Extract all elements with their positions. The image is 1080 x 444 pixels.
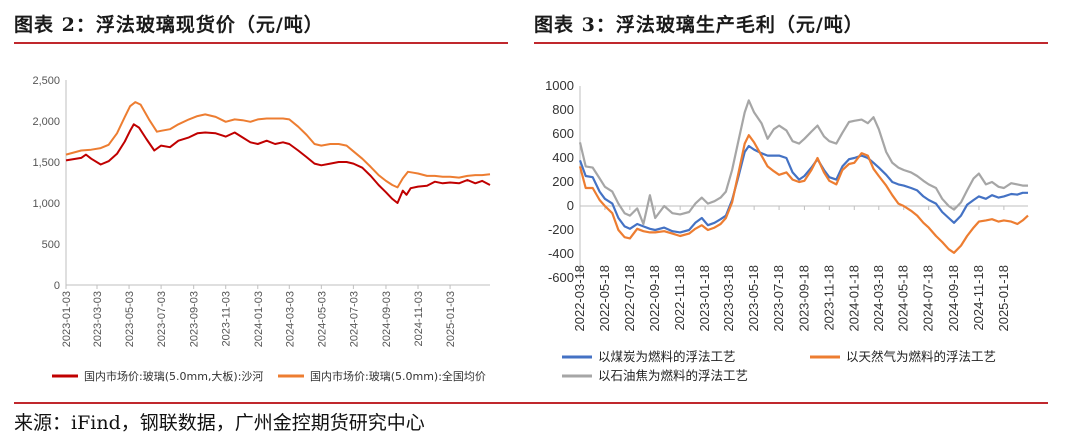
x-tick-label: 2024-07-18	[921, 265, 936, 332]
y-tick-label: -600	[548, 270, 574, 285]
y-tick-label: 2,500	[32, 75, 60, 87]
bottom-rule	[14, 402, 1048, 404]
left-chart-title: 图表 2：浮法玻璃现货价（元/吨）	[14, 14, 324, 36]
legend-label-1: 国内市场价:玻璃(5.0mm,大板):沙河	[84, 369, 263, 383]
x-tick-label: 2023-11-03	[221, 291, 233, 346]
x-tick-label: 2022-03-18	[572, 265, 587, 332]
y-tick-label: 0	[567, 198, 574, 213]
x-tick-label: 2023-03-03	[92, 291, 104, 347]
x-tick-label: 2023-11-18	[821, 265, 836, 331]
series-line-1	[578, 144, 1028, 234]
x-tick-label: 2024-03-18	[871, 265, 886, 332]
series-line-2	[65, 101, 491, 189]
right-chart-title: 图表 3：浮法玻璃生产毛利（元/吨）	[534, 14, 864, 36]
y-tick-label: 600	[552, 126, 574, 141]
y-tick-label: 0	[54, 280, 60, 292]
x-tick-label: 2024-01-03	[253, 291, 265, 347]
y-tick-label: -200	[548, 222, 574, 237]
y-tick-label: 400	[552, 150, 574, 165]
y-tick-label: 500	[42, 239, 60, 251]
x-tick-label: 2024-03-03	[284, 291, 296, 347]
series-line-1	[65, 123, 491, 204]
x-tick-label: 2024-09-18	[946, 265, 961, 332]
x-tick-label: 2022-09-18	[647, 265, 662, 332]
x-tick-label: 2024-07-03	[348, 291, 360, 347]
x-tick-label: 2022-05-18	[597, 265, 612, 332]
x-tick-label: 2023-03-18	[721, 265, 736, 332]
x-tick-label: 2025-01-18	[996, 265, 1011, 332]
left-title-rule	[14, 42, 508, 44]
x-tick-label: 2024-05-03	[316, 291, 328, 347]
x-tick-label: 2023-05-18	[746, 265, 761, 332]
legend-label-3: 以石油焦为燃料的浮法工艺	[598, 368, 748, 383]
series-line-2	[578, 134, 1029, 254]
legend-label-2: 国内市场价:玻璃(5.0mm):全国均价	[310, 369, 486, 383]
x-tick-label: 2024-11-03	[413, 291, 425, 346]
x-tick-label: 2025-01-03	[445, 291, 457, 347]
gross-margin-chart: -600 -400 -200 0 200 400 600 800 1000 2022-03-18 2…	[545, 78, 1029, 383]
x-tick-label: 2023-05-03	[124, 291, 136, 347]
legend-label-2: 以天然气为燃料的浮法工艺	[846, 349, 996, 364]
x-tick-label: 2023-01-03	[61, 291, 73, 347]
legend-label-1: 以煤炭为燃料的浮法工艺	[598, 349, 736, 364]
y-tick-label: -400	[548, 246, 574, 261]
x-tick-label: 2024-11-18	[971, 265, 986, 331]
y-tick-label: 2,000	[32, 116, 60, 128]
x-tick-label: 2023-07-18	[771, 265, 786, 332]
x-tick-label: 2023-09-18	[796, 265, 811, 332]
series-line-3	[578, 99, 1028, 226]
source-note: 来源：iFind，钢联数据，广州金控期货研究中心	[14, 412, 425, 434]
y-tick-label: 1,500	[32, 157, 60, 169]
x-tick-label: 2024-05-18	[896, 265, 911, 332]
x-tick-label: 2022-07-18	[622, 265, 637, 332]
x-tick-label: 2024-09-03	[381, 291, 393, 347]
y-tick-label: 800	[552, 102, 574, 117]
y-tick-label: 1000	[545, 78, 574, 93]
y-tick-label: 200	[552, 174, 574, 189]
x-tick-label: 2022-11-18	[672, 265, 687, 331]
y-tick-label: 1,000	[32, 198, 60, 210]
x-tick-label: 2023-01-18	[697, 265, 712, 332]
x-tick-label: 2023-09-03	[189, 291, 201, 347]
right-title-rule	[534, 42, 1048, 44]
x-tick-label: 2024-01-18	[846, 265, 861, 332]
x-tick-label: 2023-07-03	[156, 291, 168, 347]
spot-price-chart: 0 500 1,000 1,500 2,000 2,500 2023-01-03 2023-0…	[32, 75, 491, 383]
